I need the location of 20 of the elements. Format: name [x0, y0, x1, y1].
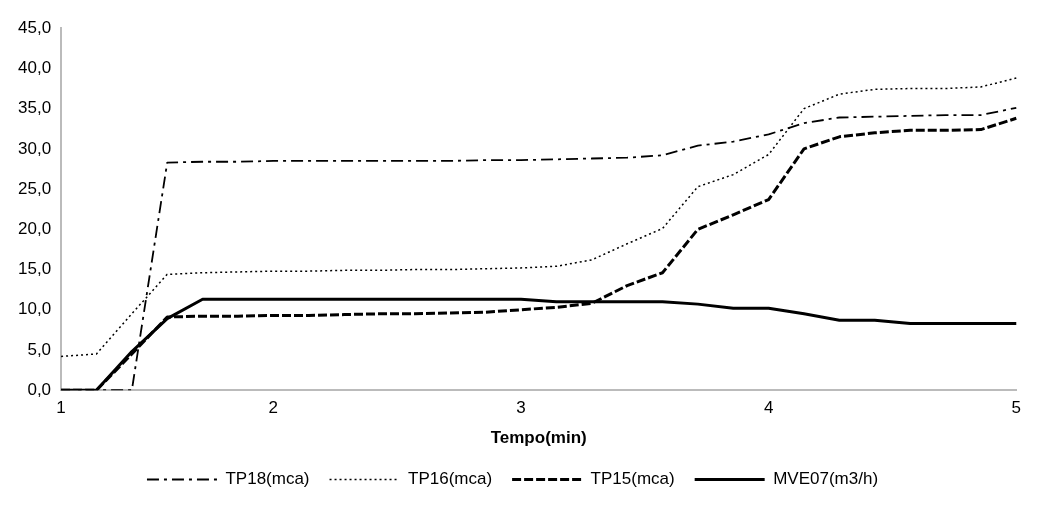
y-tick-label: 15,0	[17, 259, 52, 279]
legend-label: TP18(mca)	[225, 469, 310, 489]
y-tick-label: 5,0	[27, 339, 52, 359]
y-tick-label: 40,0	[17, 58, 52, 78]
y-tick-label: 45,0	[17, 17, 52, 37]
legend-label: MVE07(m3/h)	[773, 469, 879, 489]
legend-label: TP16(mca)	[408, 469, 493, 489]
x-tick-label: 5	[1011, 398, 1022, 418]
y-tick-label: 10,0	[17, 299, 52, 319]
x-tick-label: 1	[56, 398, 66, 418]
x-tick-label: 3	[516, 398, 526, 418]
y-tick-label: 20,0	[17, 219, 52, 238]
y-tick-label: 30,0	[17, 138, 52, 158]
x-tick-label: 2	[268, 398, 279, 418]
y-tick-label: 35,0	[17, 98, 52, 118]
y-tick-label: 25,0	[17, 178, 52, 198]
x-tick-label: 4	[763, 398, 774, 418]
y-tick-label: 0,0	[27, 379, 52, 399]
legend-label: TP15(mca)	[590, 469, 675, 489]
x-axis-title: Tempo(min)	[490, 428, 587, 448]
